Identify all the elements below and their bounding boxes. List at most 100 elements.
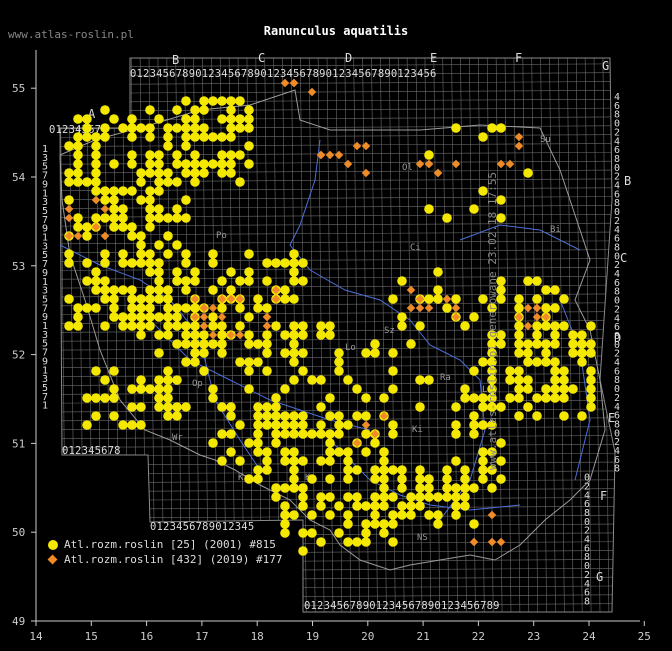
- grid-digit-left: 7: [42, 303, 48, 314]
- occurrence-circle: [343, 519, 353, 529]
- occurrence-circle: [469, 519, 479, 529]
- occurrence-circle: [370, 465, 380, 475]
- occurrence-circle: [298, 258, 308, 268]
- occurrence-diamond: [451, 159, 461, 169]
- occurrence-circle: [91, 267, 101, 277]
- occurrence-circle: [163, 393, 173, 403]
- y-tick-label: 54: [12, 171, 26, 184]
- occurrence-circle: [244, 114, 254, 124]
- occurrence-circle: [127, 186, 137, 196]
- occurrence-circle: [145, 195, 155, 205]
- occurrence-circle: [262, 465, 272, 475]
- grid-digit-left: 9: [42, 268, 48, 279]
- occurrence-circle: [541, 393, 551, 403]
- occurrence-circle: [289, 330, 299, 340]
- occurrence-circle: [109, 186, 119, 196]
- grid-digit-right: 8: [614, 154, 620, 165]
- occurrence-circle: [244, 312, 254, 322]
- occurrence-circle: [325, 447, 335, 457]
- occurrence-circle: [154, 348, 164, 358]
- grid-digit-right: 4: [584, 579, 590, 590]
- occurrence-circle: [280, 429, 290, 439]
- occurrence-circle: [469, 312, 479, 322]
- occurrence-circle: [496, 285, 506, 295]
- occurrence-diamond: [289, 78, 299, 88]
- occurrence-diamond: [199, 321, 209, 331]
- grid-digit-right: 8: [584, 552, 590, 563]
- occurrence-circle: [226, 285, 236, 295]
- occurrence-circle: [217, 348, 227, 358]
- occurrence-circle: [289, 456, 299, 466]
- occurrence-circle: [127, 132, 137, 142]
- occurrence-circle: [154, 213, 164, 223]
- occurrence-circle: [181, 339, 191, 349]
- occurrence-circle: [325, 474, 335, 484]
- occurrence-circle: [100, 294, 110, 304]
- occurrence-circle: [154, 393, 164, 403]
- grid-digit-left: 5: [42, 250, 48, 261]
- grid-digit-left: 3: [42, 286, 48, 297]
- occurrence-diamond: [361, 141, 371, 151]
- occurrence-circle: [298, 411, 308, 421]
- occurrence-circle: [397, 465, 407, 475]
- occurrence-circle: [550, 366, 560, 376]
- x-tick-label: 21: [416, 630, 429, 643]
- occurrence-circle: [235, 123, 245, 133]
- occurrence-circle: [370, 474, 380, 484]
- occurrence-circle: [208, 393, 218, 403]
- occurrence-circle: [514, 393, 524, 403]
- occurrence-circle: [244, 384, 254, 394]
- occurrence-circle: [109, 222, 119, 232]
- occurrence-circle: [415, 402, 425, 412]
- circle-marker-icon: [48, 539, 58, 550]
- occurrence-diamond: [406, 285, 416, 295]
- occurrence-diamond: [217, 312, 227, 322]
- occurrence-circle: [244, 123, 254, 133]
- occurrence-circle: [244, 249, 254, 259]
- occurrence-circle: [82, 258, 92, 268]
- occurrence-circle: [271, 402, 281, 412]
- occurrence-diamond: [514, 141, 524, 151]
- occurrence-circle: [208, 312, 218, 322]
- occurrence-circle: [118, 249, 128, 259]
- occurrence-circle: [550, 303, 560, 313]
- occurrence-circle: [514, 294, 524, 304]
- occurrence-circle: [289, 276, 299, 286]
- occurrence-circle: [478, 186, 488, 196]
- occurrence-circle: [532, 411, 542, 421]
- occurrence-circle: [244, 276, 254, 286]
- occurrence-diamond: [424, 159, 434, 169]
- grid-digit-right: 8: [614, 464, 620, 475]
- occurrence-circle: [199, 105, 209, 115]
- occurrence-circle: [370, 492, 380, 502]
- occurrence-circle: [73, 312, 83, 322]
- grid-digit-right: 4: [614, 402, 620, 413]
- occurrence-circle: [91, 150, 101, 160]
- occurrence-circle: [208, 438, 218, 448]
- occurrence-circle: [262, 339, 272, 349]
- grid-digit-right: 6: [614, 366, 620, 377]
- occurrence-circle: [469, 366, 479, 376]
- occurrence-diamond: [64, 231, 74, 241]
- occurrence-circle: [469, 204, 479, 214]
- occurrence-circle: [325, 429, 335, 439]
- occurrence-circle: [478, 393, 488, 403]
- site-url[interactable]: www.atlas-roslin.pl: [8, 28, 134, 41]
- occurrence-circle: [91, 168, 101, 178]
- occurrence-diamond: [307, 87, 317, 97]
- occurrence-circle: [217, 339, 227, 349]
- grid-digit-right: 0: [614, 163, 620, 174]
- y-tick-label: 53: [12, 260, 25, 273]
- occurrence-diamond: [262, 312, 272, 322]
- occurrence-circle: [91, 285, 101, 295]
- occurrence-circle: [289, 510, 299, 520]
- grid-digit-right: 4: [614, 313, 620, 324]
- occurrence-circle: [415, 483, 425, 493]
- zone-letter: G: [602, 59, 609, 73]
- occurrence-circle: [73, 177, 83, 187]
- occurrence-diamond: [217, 294, 227, 304]
- occurrence-circle: [244, 267, 254, 277]
- occurrence-circle: [91, 303, 101, 313]
- occurrence-circle: [64, 195, 74, 205]
- x-tick-label: 25: [638, 630, 651, 643]
